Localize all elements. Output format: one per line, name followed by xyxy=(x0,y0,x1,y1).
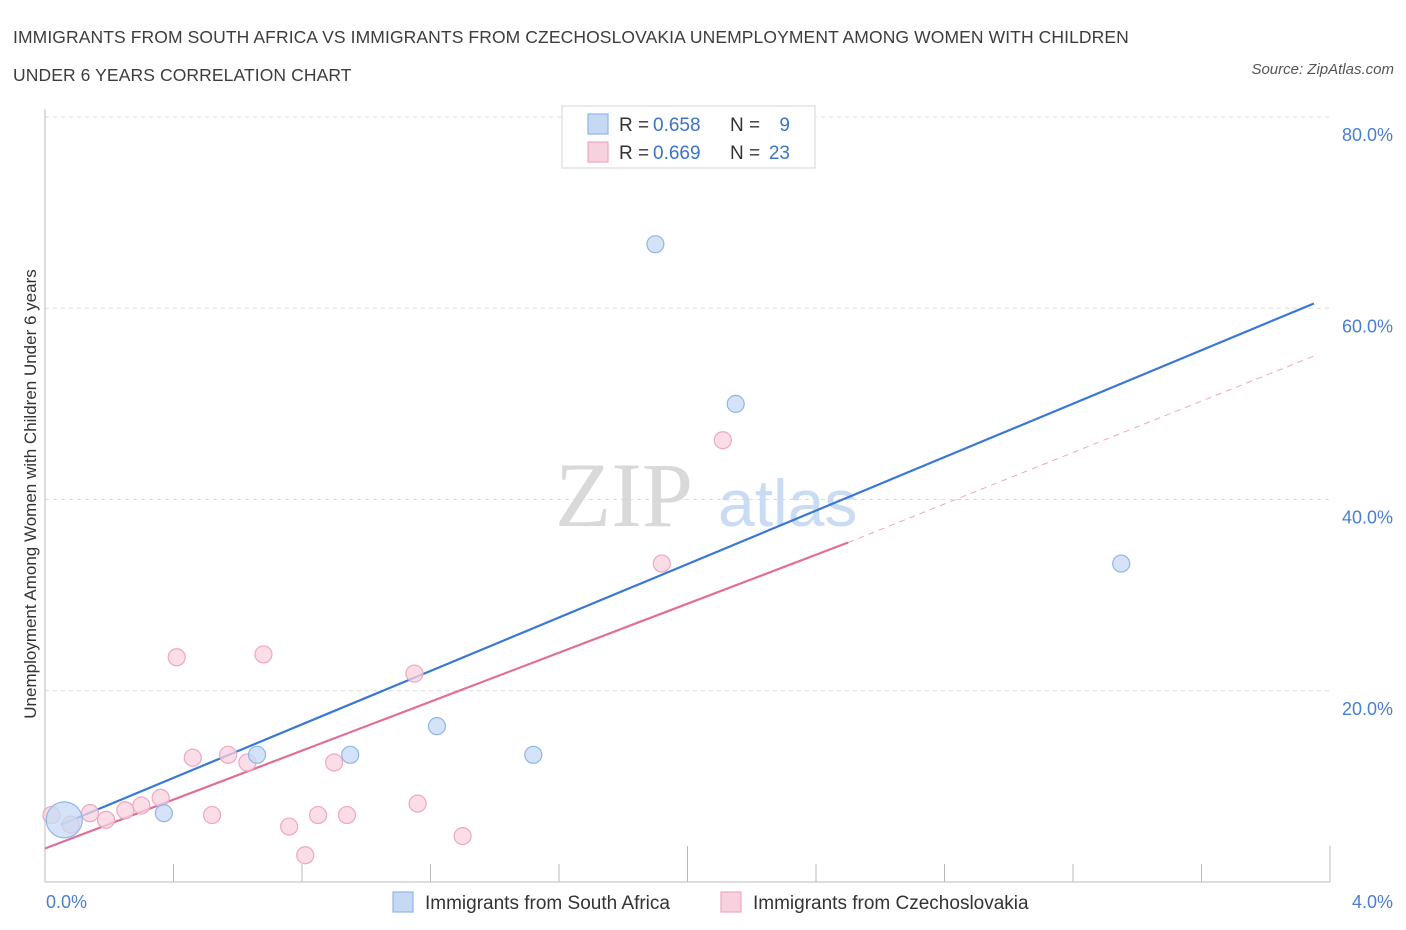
point-s0-2 xyxy=(247,745,267,764)
bottom-legend-swatch-czechoslovakia xyxy=(720,891,742,913)
watermark-zip: ZIP xyxy=(555,444,693,546)
point-s0-7 xyxy=(726,394,745,413)
point-s1-5 xyxy=(132,796,151,815)
bottom-legend: Immigrants from South Africa Immigrants … xyxy=(392,891,1029,914)
point-s0-3 xyxy=(341,745,360,764)
legend-n-label-2: N = xyxy=(730,143,760,164)
point-s1-8 xyxy=(183,748,202,767)
point-s0-1 xyxy=(154,804,173,823)
legend-r-value-2: 0.669 xyxy=(653,143,701,164)
top-legend: R = 0.658 N = 9 R = 0.669 N = 23 xyxy=(561,105,816,169)
trend-line-1 xyxy=(44,541,849,850)
y-tick-label-80: 80.0% xyxy=(1342,125,1393,145)
point-s1-3 xyxy=(96,810,116,829)
point-s1-6 xyxy=(151,788,170,807)
point-s0-6 xyxy=(646,235,665,254)
legend-swatch-czechoslovakia xyxy=(587,141,609,163)
point-s1-20 xyxy=(453,826,472,846)
point-s1-18 xyxy=(405,664,424,683)
point-s1-10 xyxy=(219,745,238,764)
chart-title: IMMIGRANTS FROM SOUTH AFRICA VS IMMIGRAN… xyxy=(13,27,1129,85)
bottom-legend-swatch-south-africa xyxy=(392,891,414,913)
trend-line-0 xyxy=(60,302,1315,826)
watermark: ZIP atlas xyxy=(555,444,857,546)
point-s1-7 xyxy=(167,648,186,667)
data-points xyxy=(42,235,1131,865)
legend-r-value-1: 0.658 xyxy=(653,115,701,136)
legend-r-label-2: R = xyxy=(619,143,649,164)
point-s1-17 xyxy=(337,805,357,825)
x-tick-labels: 0.0% 4.0% xyxy=(46,892,1393,912)
point-s0-4 xyxy=(427,717,447,736)
y-tick-label-40: 40.0% xyxy=(1342,508,1393,528)
bottom-legend-label-czechoslovakia: Immigrants from Czechoslovakia xyxy=(753,893,1029,914)
point-s1-12 xyxy=(254,645,273,664)
point-s1-21 xyxy=(652,554,671,573)
point-s1-16 xyxy=(325,753,344,772)
y-tick-labels: 20.0% 40.0% 60.0% 80.0% xyxy=(1342,125,1393,719)
axes xyxy=(44,109,1331,883)
point-s0-5 xyxy=(524,745,543,764)
point-s0-0 xyxy=(45,801,83,839)
trend-lines xyxy=(44,302,1315,850)
legend-swatch-south-africa xyxy=(587,113,609,135)
point-s0-8 xyxy=(1112,554,1131,573)
legend-n-value-2: 23 xyxy=(769,143,790,164)
legend-n-label-1: N = xyxy=(730,115,760,136)
point-s1-15 xyxy=(308,805,328,825)
bottom-legend-label-south-africa: Immigrants from South Africa xyxy=(425,893,670,914)
trend-extension-1 xyxy=(847,355,1315,543)
point-s1-22 xyxy=(713,431,732,450)
source-label: Source: ZipAtlas.com xyxy=(1251,61,1394,78)
point-s1-9 xyxy=(202,805,222,825)
y-tick-label-60: 60.0% xyxy=(1342,316,1393,336)
y-tick-label-20: 20.0% xyxy=(1342,699,1393,719)
point-s1-13 xyxy=(280,817,299,836)
legend-r-label-1: R = xyxy=(619,115,649,136)
point-s1-4 xyxy=(116,801,135,820)
point-s1-14 xyxy=(296,846,315,865)
point-s1-2 xyxy=(80,804,100,823)
y-axis-label: Unemployment Among Women with Children U… xyxy=(21,269,40,718)
point-s1-19 xyxy=(408,794,427,813)
x-tick-label-min: 0.0% xyxy=(46,892,87,912)
x-tick-label-max: 4.0% xyxy=(1352,892,1393,912)
legend-n-value-1: 9 xyxy=(779,115,790,136)
